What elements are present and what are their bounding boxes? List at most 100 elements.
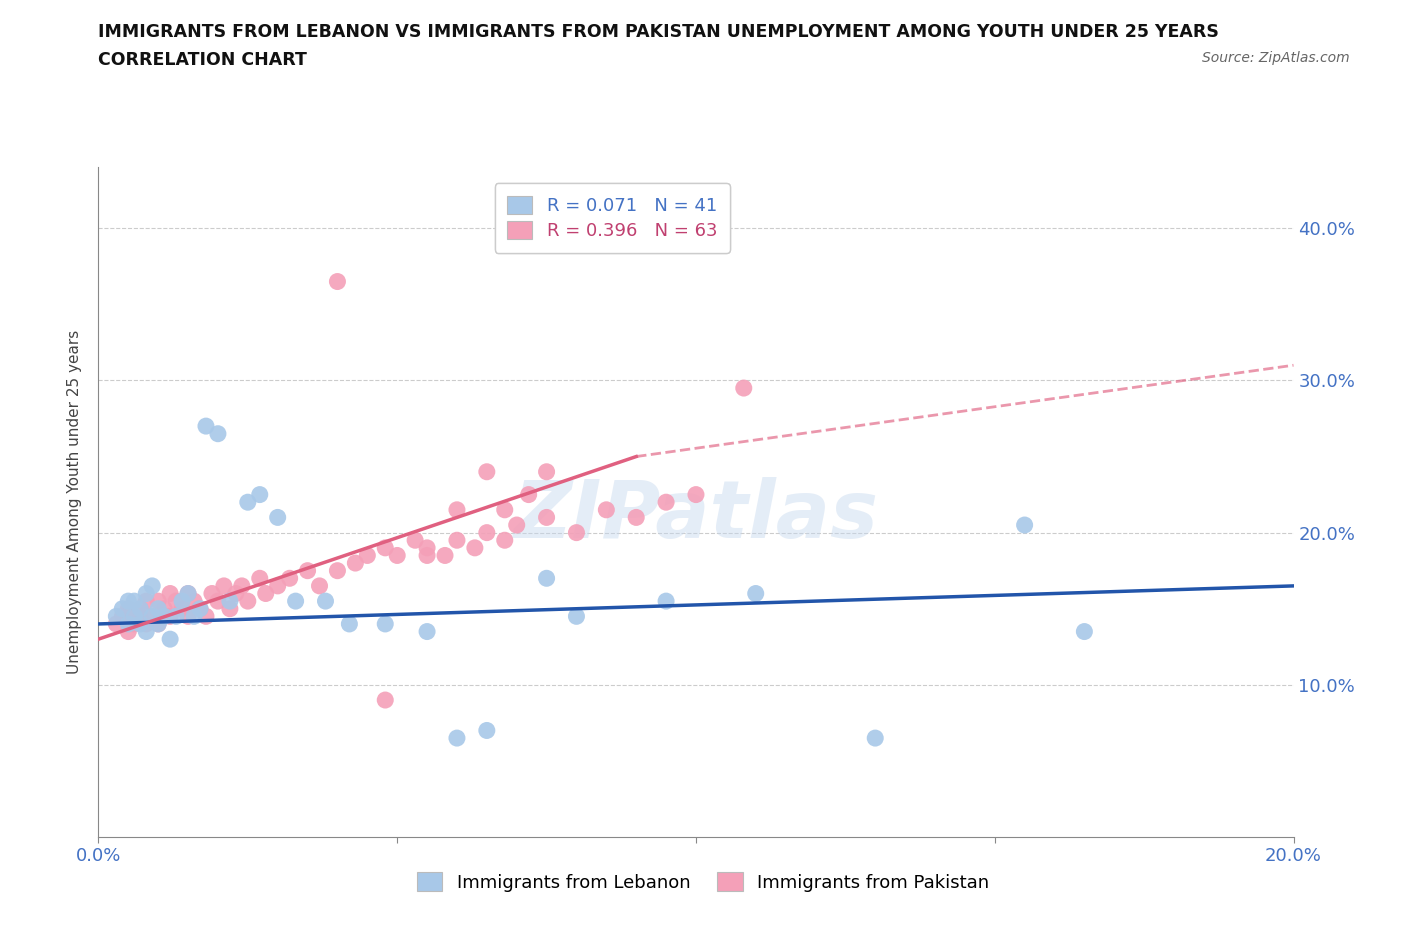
Point <box>188 602 211 617</box>
Legend: R = 0.071   N = 41, R = 0.396   N = 63: R = 0.071 N = 41, R = 0.396 N = 63 <box>495 183 730 253</box>
Point <box>374 617 396 631</box>
Point <box>236 495 259 510</box>
Point <box>655 593 678 608</box>
Point <box>254 586 277 601</box>
Point <box>565 609 588 624</box>
Point <box>212 578 235 593</box>
Point <box>745 586 768 601</box>
Point <box>231 578 253 593</box>
Point <box>105 617 128 631</box>
Point <box>177 609 200 624</box>
Point <box>1073 624 1095 639</box>
Text: IMMIGRANTS FROM LEBANON VS IMMIGRANTS FROM PAKISTAN UNEMPLOYMENT AMONG YOUTH UND: IMMIGRANTS FROM LEBANON VS IMMIGRANTS FR… <box>98 23 1219 41</box>
Point <box>865 731 887 746</box>
Point <box>105 609 128 624</box>
Point <box>111 609 134 624</box>
Point <box>165 609 187 624</box>
Point <box>148 593 170 608</box>
Point <box>565 525 588 540</box>
Point <box>153 602 176 617</box>
Point <box>536 464 558 479</box>
Point <box>117 624 139 639</box>
Point <box>124 609 146 624</box>
Point <box>374 693 396 708</box>
Point <box>267 510 290 525</box>
Point <box>374 540 396 555</box>
Point <box>326 274 349 289</box>
Point <box>446 731 468 746</box>
Point <box>172 602 194 617</box>
Text: CORRELATION CHART: CORRELATION CHART <box>98 51 308 69</box>
Point <box>236 593 259 608</box>
Point <box>148 617 170 631</box>
Point <box>267 578 290 593</box>
Point <box>416 540 439 555</box>
Point <box>1014 518 1036 533</box>
Point <box>124 593 146 608</box>
Point <box>733 380 755 395</box>
Point <box>141 609 163 624</box>
Point <box>129 602 152 617</box>
Text: ZIPatlas: ZIPatlas <box>513 476 879 554</box>
Point <box>129 602 152 617</box>
Point <box>536 571 558 586</box>
Point <box>148 602 170 617</box>
Point <box>434 548 457 563</box>
Point <box>188 602 211 617</box>
Point <box>129 609 152 624</box>
Point <box>404 533 426 548</box>
Point <box>141 609 163 624</box>
Point <box>219 602 242 617</box>
Point <box>177 586 200 601</box>
Point <box>219 593 242 608</box>
Point <box>159 609 181 624</box>
Point <box>201 586 224 601</box>
Point <box>249 571 271 586</box>
Point <box>297 564 319 578</box>
Point <box>494 533 516 548</box>
Point <box>124 617 146 631</box>
Point <box>111 602 134 617</box>
Point <box>177 586 200 601</box>
Point <box>117 617 139 631</box>
Point <box>172 593 194 608</box>
Point <box>284 593 307 608</box>
Point <box>655 495 678 510</box>
Point <box>446 533 468 548</box>
Point <box>446 502 468 517</box>
Point <box>135 617 157 631</box>
Point <box>129 617 152 631</box>
Point <box>416 624 439 639</box>
Point <box>225 586 247 601</box>
Point <box>117 602 139 617</box>
Point <box>339 617 360 631</box>
Point <box>159 586 181 601</box>
Point <box>685 487 707 502</box>
Point <box>165 593 187 608</box>
Point <box>626 510 648 525</box>
Point <box>153 609 176 624</box>
Point <box>356 548 378 563</box>
Y-axis label: Unemployment Among Youth under 25 years: Unemployment Among Youth under 25 years <box>67 330 83 674</box>
Point <box>308 578 330 593</box>
Point <box>278 571 301 586</box>
Point <box>416 548 439 563</box>
Point <box>117 593 139 608</box>
Point <box>475 723 498 737</box>
Point <box>249 487 271 502</box>
Point <box>326 564 349 578</box>
Point <box>207 593 229 608</box>
Point <box>536 510 558 525</box>
Legend: Immigrants from Lebanon, Immigrants from Pakistan: Immigrants from Lebanon, Immigrants from… <box>406 861 1000 902</box>
Point <box>315 593 337 608</box>
Point <box>517 487 540 502</box>
Point <box>141 578 163 593</box>
Point <box>344 555 367 570</box>
Point <box>135 586 157 601</box>
Point <box>506 518 529 533</box>
Point <box>159 631 181 646</box>
Point <box>475 464 498 479</box>
Point <box>183 609 205 624</box>
Point <box>207 426 229 441</box>
Point <box>595 502 617 517</box>
